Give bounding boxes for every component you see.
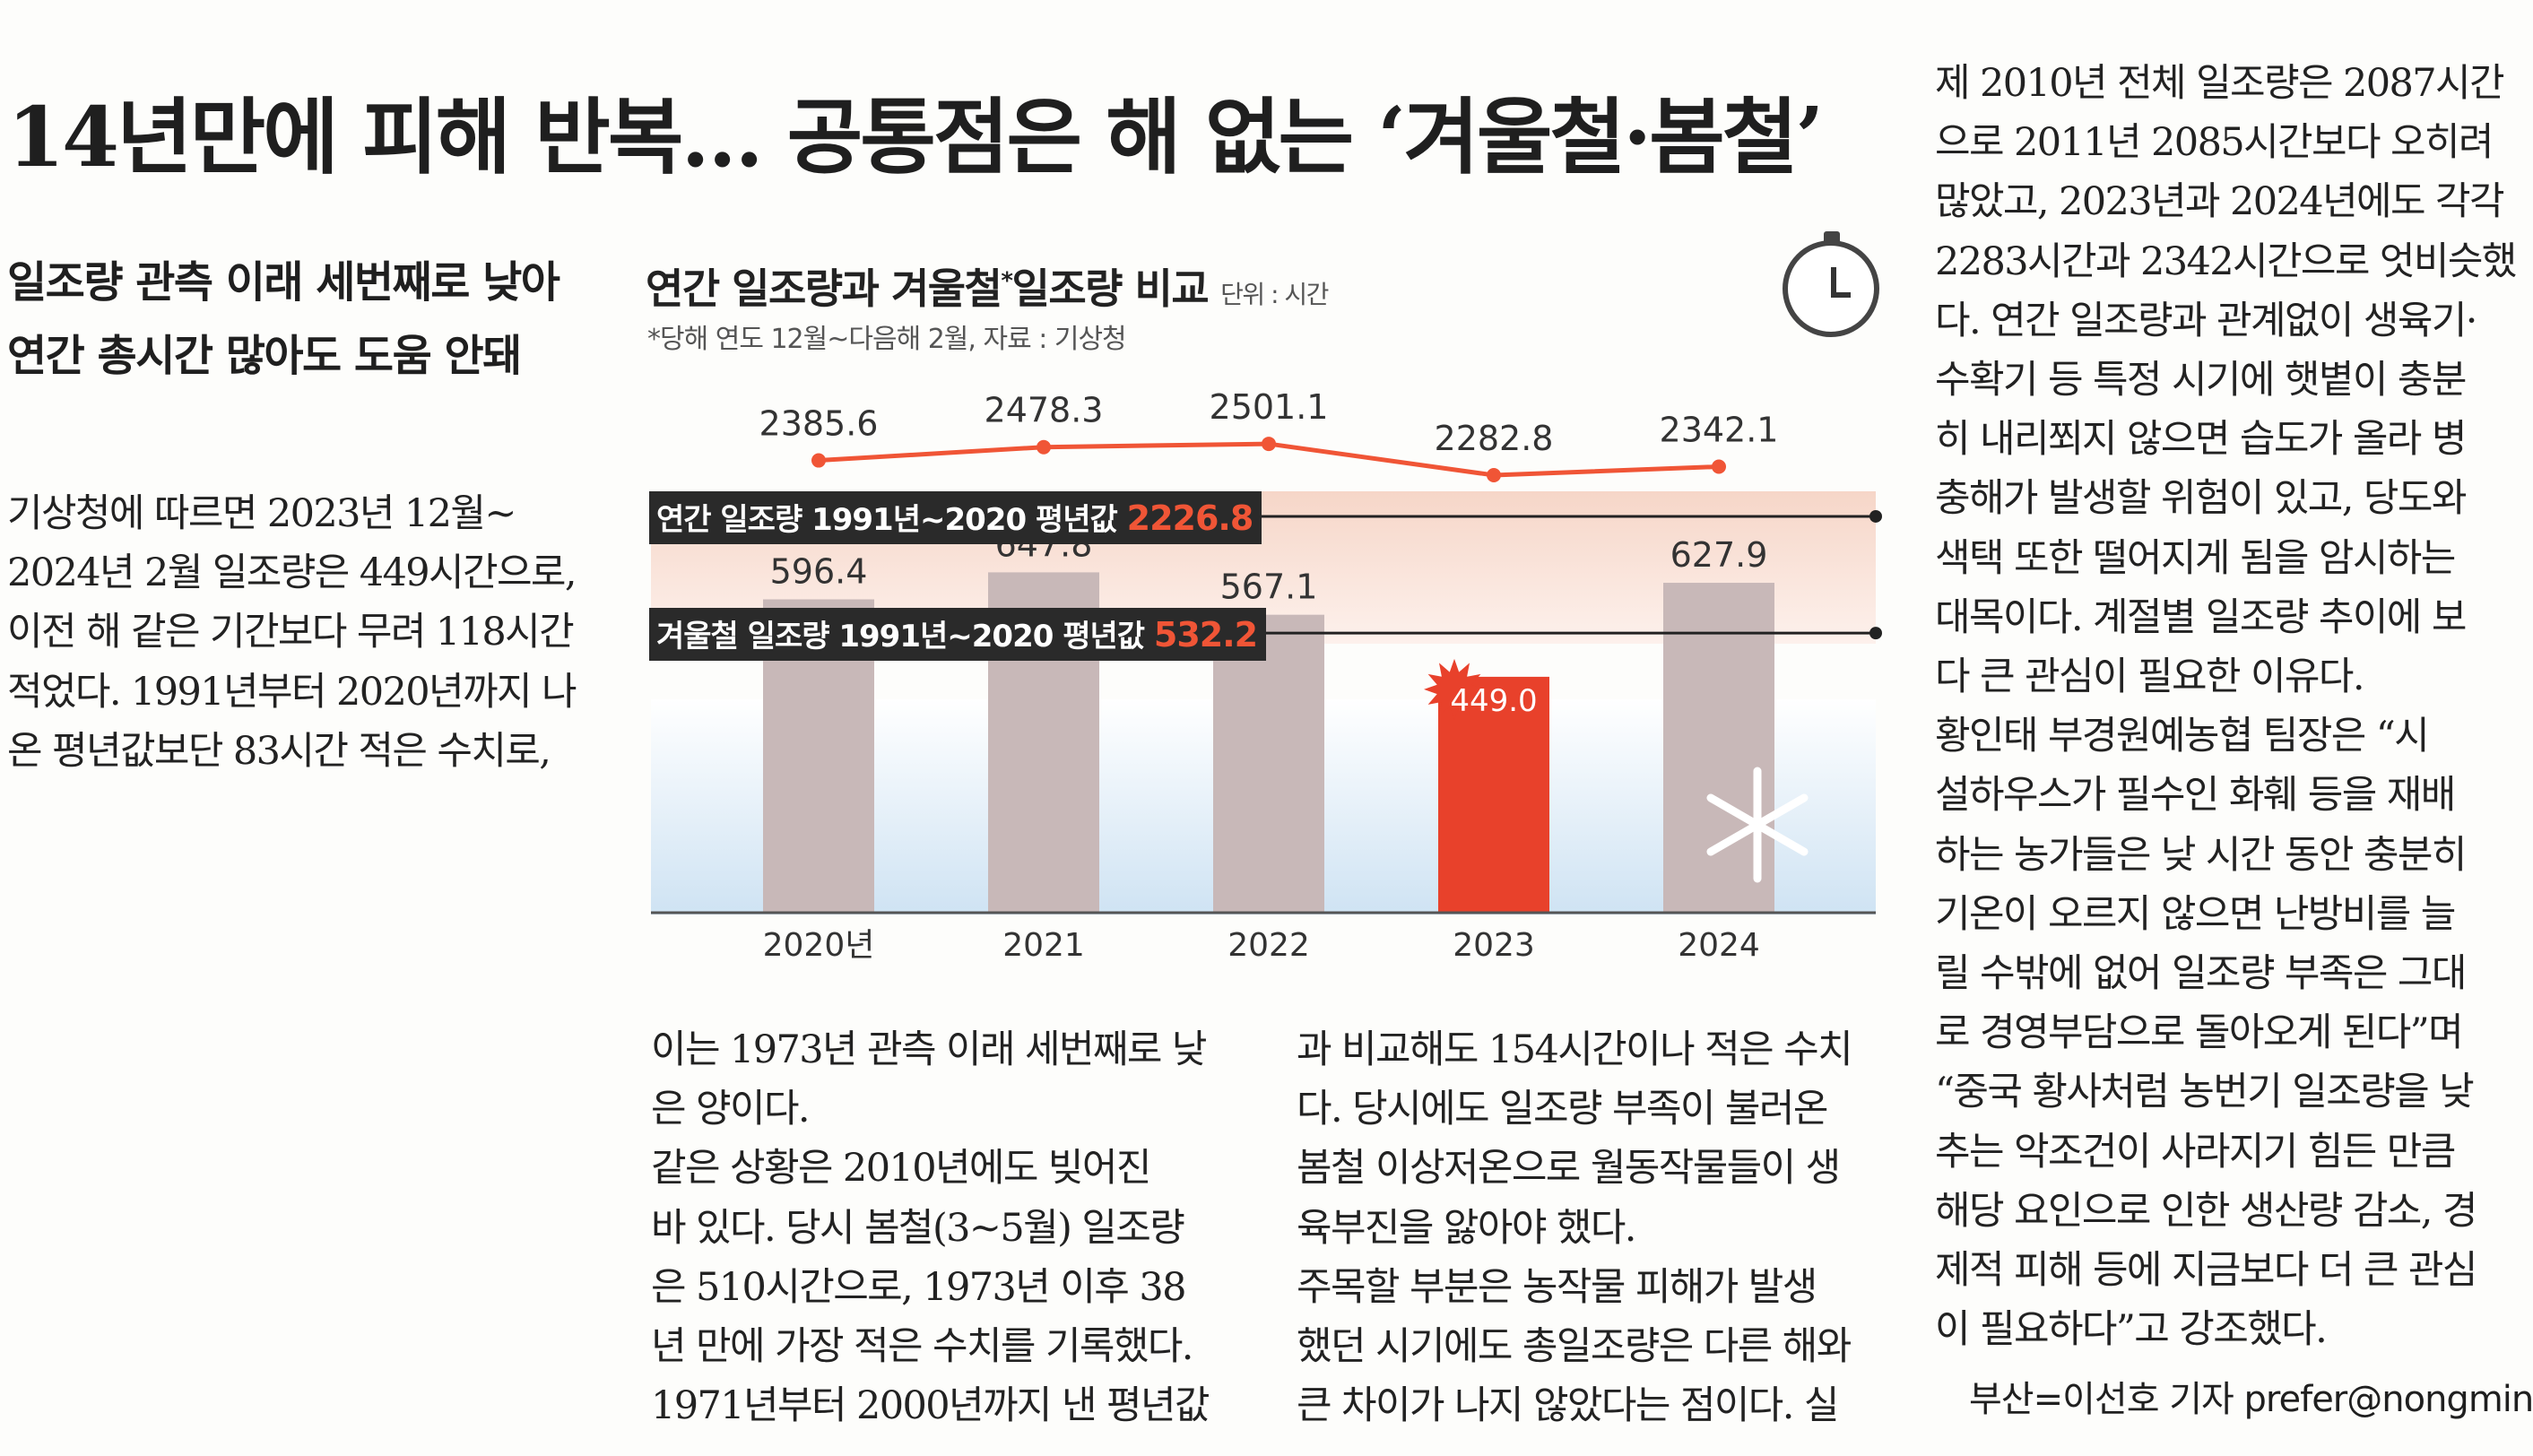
text-line: 설하우스가 필수인 화훼 등을 재배: [1935, 773, 2456, 819]
text-line: 추는 악조건이 사라지기 힘든 만큼: [1935, 1129, 2456, 1174]
chart-title: 연간 일조량과 겨울철*일조량 비교 단위 : 시간: [646, 256, 1329, 316]
text-line: 많았고, 2023년과 2024년에도 각각: [1935, 179, 2505, 225]
annual-point: [1037, 439, 1051, 455]
text-line: 육부진을 앓아야 했다.: [1297, 1205, 1636, 1251]
chart-title-mark: *: [1001, 267, 1013, 295]
winter-reference-end: [1869, 627, 1882, 640]
text-line: 같은 상황은 2010년에도 빚어진: [651, 1146, 1151, 1192]
chart-note: *당해 연도 12월~다음해 2월, 자료 : 기상청: [647, 324, 1127, 355]
text-line: 기온이 오르지 않으면 난방비를 늘: [1935, 891, 2456, 937]
winter-reference-label: 겨울철 일조량 1991년~2020 평년값 532.2: [649, 608, 1267, 662]
text-line: 릴 수밖에 없어 일조량 부족은 그대: [1935, 951, 2467, 997]
x-tick-label: 2024: [1678, 927, 1760, 964]
text-line: 큰 차이가 나지 않았다는 점이다. 실: [1297, 1383, 1839, 1429]
text-line: 년 만에 가장 적은 수치를 기록했다.: [651, 1324, 1193, 1370]
winter-bar: [1438, 676, 1549, 913]
text-line: 다. 당시에도 일조량 부족이 불러온: [1297, 1087, 1828, 1132]
text-line: 은 510시간으로, 1973년 이후 38: [651, 1264, 1186, 1310]
chart-unit: 단위 : 시간: [1220, 280, 1329, 309]
x-tick-label: 2020년: [763, 927, 875, 964]
annual-point: [811, 453, 826, 468]
text-line: 제 2010년 전체 일조량은 2087시간: [1935, 61, 2505, 106]
text-line: 바 있다. 당시 봄철(3~5월) 일조량: [651, 1205, 1185, 1251]
text-line: 색택 또한 떨어지게 됨을 암시하는: [1935, 535, 2456, 581]
text-line: 으로 2011년 2085시간보다 오히려: [1935, 120, 2494, 166]
text-line: 이는 1973년 관측 이래 세번째로 낮: [651, 1027, 1208, 1072]
text-line: 2283시간과 2342시간으로 엇비슷했: [1935, 238, 2517, 284]
annual-reference-end: [1869, 509, 1882, 523]
text-line: 2024년 2월 일조량은 449시간으로,: [7, 550, 577, 596]
highlight-burst: [1424, 658, 1485, 720]
text-line: 봄철 이상저온으로 월동작물들이 생: [1297, 1146, 1841, 1192]
headline: 14년만에 피해 반복… 공통점은 해 없는 ‘겨울철·봄철’: [7, 89, 1824, 186]
byline: 부산=이선호 기자 prefer@nongmin.com: [1969, 1379, 2533, 1420]
text-line: 과 비교해도 154시간이나 적은 수치: [1297, 1027, 1853, 1072]
subhead-1: 일조량 관측 이래 세번째로 낮아: [7, 257, 560, 308]
text-line: 로 경영부담으로 돌아오게 된다”며: [1935, 1010, 2464, 1056]
annual-reference-label: 연간 일조량 1991년~2020 평년값 2226.8: [649, 490, 1262, 544]
snowflake-icon: [1706, 767, 1809, 883]
text-line: 히 내리쬐지 않으면 습도가 올라 병: [1935, 417, 2467, 463]
text-line: 했던 시기에도 총일조량은 다른 해와: [1297, 1324, 1852, 1370]
annual-reference-text: 연간 일조량 1991년~2020 평년값: [656, 501, 1118, 538]
text-line: 황인태 부경원예농협 팀장은 “시: [1935, 714, 2430, 759]
annual-point: [1487, 468, 1501, 482]
text-line: 적었다. 1991년부터 2020년까지 나: [7, 669, 577, 715]
text-line: 하는 농가들은 낮 시간 동안 충분히: [1935, 832, 2467, 878]
text-line: 대목이다. 계절별 일조량 추이에 보: [1935, 594, 2467, 640]
winter-reference-value: 532.2: [1153, 615, 1258, 655]
annual-point-label: 2385.6: [759, 404, 879, 444]
article-column-4: 제 2010년 전체 일조량은 2087시간 으로 2011년 2085시간보다…: [1935, 54, 2527, 1359]
chart-title-text: 연간 일조량과 겨울철: [646, 264, 1002, 313]
chart-svg: 596.42020년647.82021567.12022449.02023627…: [651, 387, 1882, 964]
chart-title-end: 일조량 비교: [1011, 264, 1210, 313]
text-line: “중국 황사처럼 농번기 일조량을 낮: [1935, 1070, 2475, 1115]
article-column-3: 과 비교해도 154시간이나 적은 수치 다. 당시에도 일조량 부족이 불러온…: [1297, 1020, 1906, 1435]
text-line: 제적 피해 등에 지금보다 더 큰 관심: [1935, 1248, 2477, 1294]
article-column-2: 이는 1973년 관측 이래 세번째로 낮 은 양이다. 같은 상황은 2010…: [651, 1020, 1261, 1435]
text-line: 다 큰 관심이 필요한 이유다.: [1935, 654, 2365, 700]
x-tick-label: 2023: [1453, 927, 1535, 964]
winter-reference-text: 겨울철 일조량 1991년~2020 평년값: [656, 619, 1145, 655]
x-tick-label: 2021: [1002, 927, 1085, 964]
annual-point: [1262, 437, 1276, 452]
annual-point: [1712, 459, 1726, 474]
x-tick-label: 2022: [1227, 927, 1310, 964]
winter-bar-value: 449.0: [1450, 683, 1537, 719]
winter-bar: [1213, 614, 1324, 913]
annual-point-label: 2282.8: [1435, 419, 1554, 458]
text-line: 주목할 부분은 농작물 피해가 발생: [1297, 1264, 1817, 1310]
text-line: 해당 요인으로 인한 생산량 감소, 경: [1935, 1188, 2477, 1234]
text-line: 수확기 등 특정 시기에 햇볕이 충분: [1935, 358, 2467, 403]
text-line: 1971년부터 2000년까지 낸 평년값: [651, 1383, 1210, 1429]
winter-bar-value: 596.4: [770, 552, 868, 592]
text-line: 이 필요하다”고 강조했다.: [1935, 1307, 2328, 1353]
text-line: 은 양이다.: [651, 1087, 811, 1132]
text-line: 충해가 발생할 위험이 있고, 당도와: [1935, 476, 2467, 522]
clock-icon: [1783, 240, 1879, 337]
text-line: 온 평년값보단 83시간 적은 수치로,: [7, 728, 551, 774]
winter-bar-value: 567.1: [1220, 568, 1318, 607]
annual-point-label: 2342.1: [1660, 411, 1779, 450]
subhead-2: 연간 총시간 많아도 도움 안돼: [7, 331, 522, 381]
annual-point-label: 2501.1: [1210, 387, 1329, 427]
annual-point-label: 2478.3: [985, 391, 1104, 430]
annual-reference-value: 2226.8: [1126, 498, 1254, 538]
text-line: 다. 연간 일조량과 관계없이 생육기·: [1935, 298, 2477, 343]
text-line: 이전 해 같은 기간보다 무려 118시간: [7, 610, 575, 655]
article-column-1: 기상청에 따르면 2023년 12월~ 2024년 2월 일조량은 449시간으…: [7, 484, 599, 781]
text-line: 기상청에 따르면 2023년 12월~: [7, 491, 516, 536]
winter-bar-value: 627.9: [1670, 535, 1768, 575]
